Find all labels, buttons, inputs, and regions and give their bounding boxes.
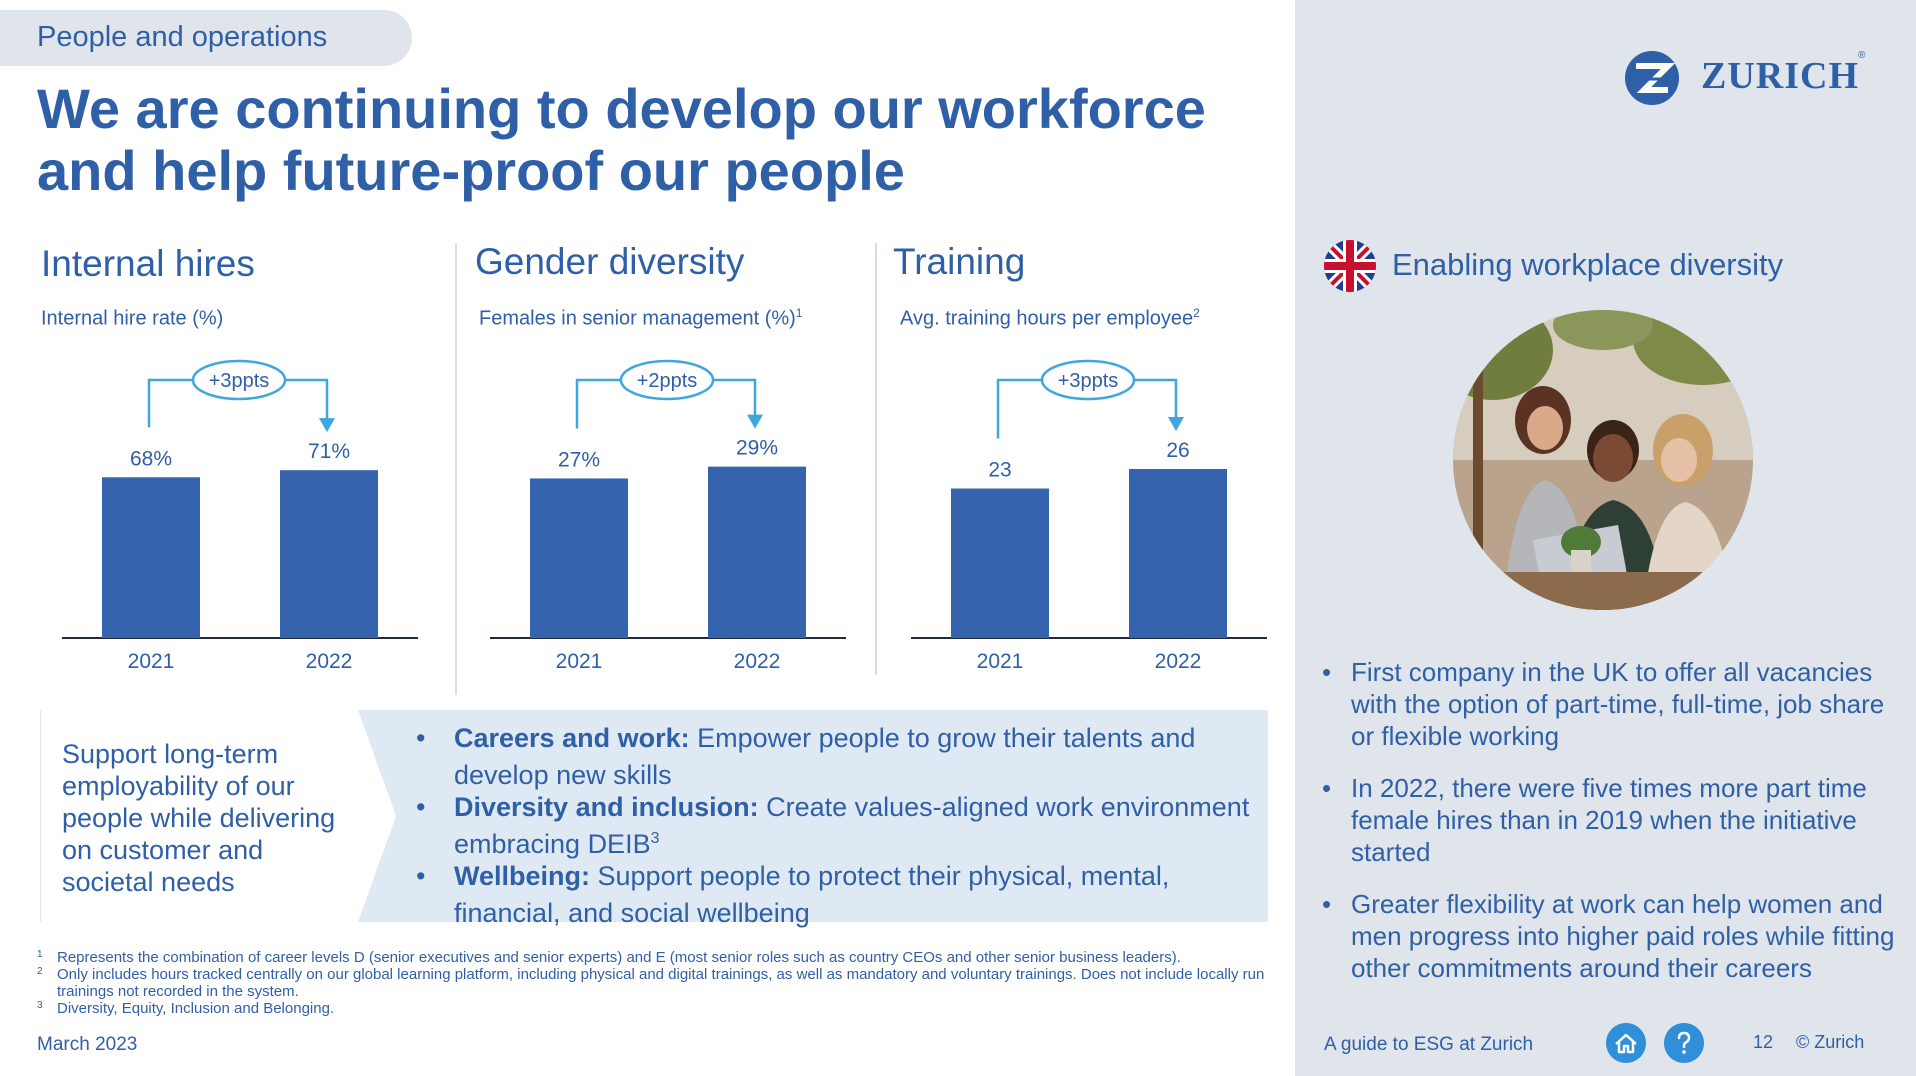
zurich-logo — [1625, 51, 1679, 105]
pillar-footnote-ref: 3 — [650, 830, 660, 847]
pillar-item-wellbeing: • Wellbeing: Support people to protect t… — [416, 860, 1256, 929]
bar-2022 — [280, 470, 378, 638]
footnote-1: 1 Represents the combination of career le… — [37, 949, 1277, 966]
pillar-text: Support people to protect their physical… — [454, 861, 1170, 928]
pillar-heading: Diversity and inclusion: — [454, 792, 759, 822]
help-icon[interactable] — [1664, 1023, 1704, 1063]
divider-2 — [875, 243, 877, 675]
subtitle-text: Avg. training hours per employee — [900, 307, 1194, 330]
x-tick-label: 2021 — [556, 650, 603, 673]
section-subtitle-internal-hires: Internal hire rate (%) — [41, 306, 223, 331]
footnote-3: 3 Diversity, Equity, Inclusion and Belong… — [37, 1000, 1277, 1017]
footnote-text: Represents the combination of career lev… — [57, 949, 1181, 966]
change-label: +2ppts — [637, 370, 698, 392]
right-panel-title: Enabling workplace diversity — [1392, 247, 1784, 282]
change-label: +3ppts — [209, 370, 270, 392]
section-subtitle-training: Avg. training hours per employee2 — [900, 306, 1200, 331]
right-bullet-item: • In 2022, there were five times more par… — [1322, 772, 1897, 868]
pillar-item-diversity: • Diversity and inclusion: Create values… — [416, 791, 1256, 860]
copyright: © Zurich — [1796, 1032, 1865, 1052]
bullet: • — [416, 792, 426, 822]
subtitle-text: Females in senior management (%) — [479, 307, 796, 330]
change-badge — [619, 359, 715, 401]
change-label: +3ppts — [1058, 370, 1119, 392]
bar-2022 — [1129, 469, 1227, 638]
section-subtitle-gender-diversity: Females in senior management (%)1 — [479, 306, 802, 331]
chart-svg: 27% 2021 29% 2022 +2ppts — [490, 359, 846, 673]
section-title-internal-hires: Internal hires — [41, 243, 255, 284]
chart-gender-diversity: 27% 2021 29% 2022 +2ppts — [490, 359, 846, 673]
section-tag — [0, 10, 412, 66]
bar-2022 — [708, 466, 806, 638]
chart-training: 23 2021 26 2022 +3ppts — [911, 359, 1267, 673]
change-arrow-icon — [319, 418, 335, 433]
pillars-arrow-box — [40, 710, 396, 922]
page-title: We are continuing to develop our workfor… — [37, 77, 1206, 202]
bar-2021 — [530, 478, 628, 638]
data-label: 68% — [130, 447, 172, 470]
footnote-text: Diversity, Equity, Inclusion and Belongi… — [57, 1000, 335, 1017]
pillars-list: • Careers and work: Empower people to gr… — [416, 722, 1256, 929]
data-label: 23 — [988, 459, 1011, 482]
subtitle-text: Internal hire rate (%) — [41, 307, 224, 330]
bullet: • — [1322, 773, 1332, 803]
home-icon[interactable] — [1606, 1023, 1646, 1063]
bullet: • — [1322, 657, 1332, 687]
registered-mark: ® — [1858, 50, 1866, 61]
footnotes: 1 Represents the combination of career le… — [37, 949, 1277, 1017]
bullet: • — [416, 723, 426, 753]
change-badge — [1040, 359, 1136, 401]
footnote-number: 2 — [37, 966, 43, 977]
footer-guide-title: A guide to ESG at Zurich — [1324, 1034, 1534, 1055]
chart-svg: 68% 2021 71% 2022 +3ppts — [62, 359, 418, 673]
divider-1 — [455, 243, 457, 695]
bar-2021 — [102, 477, 200, 638]
pillar-heading: Wellbeing: — [454, 861, 591, 891]
change-arrow-icon — [1168, 417, 1184, 431]
x-tick-label: 2021 — [128, 650, 175, 673]
subtitle-footnote-ref: 1 — [795, 306, 803, 320]
data-label: 71% — [308, 440, 350, 463]
x-tick-label: 2022 — [1155, 650, 1202, 673]
x-tick-label: 2022 — [734, 650, 781, 673]
pillars-summary: Support long-term employability of our p… — [62, 739, 336, 897]
pillar-text: Empower people to grow their talents and… — [454, 723, 1196, 790]
data-label: 27% — [558, 448, 600, 471]
chart-internal-hires: 68% 2021 71% 2022 +3ppts — [62, 359, 418, 673]
zurich-wordmark: ZURICH — [1701, 55, 1860, 97]
footnote-number: 1 — [37, 949, 43, 960]
section-title-training: Training — [893, 241, 1026, 282]
x-tick-label: 2022 — [306, 650, 353, 673]
pillar-text: Create values-aligned work environment e… — [454, 792, 1250, 859]
section-tag-label: People and operations — [37, 21, 328, 53]
right-bullet-item: • First company in the UK to offer all va… — [1322, 656, 1897, 752]
footnote-2: 2 Only includes hours tracked centrally o… — [37, 966, 1277, 1000]
team-photo — [1453, 310, 1753, 610]
footnote-text: Only includes hours tracked centrally on… — [57, 966, 1265, 1000]
change-arrow-icon — [747, 414, 763, 429]
bullet: • — [1322, 889, 1332, 919]
footnote-number: 3 — [37, 1000, 43, 1011]
right-panel-bullets: • First company in the UK to offer all va… — [1322, 656, 1897, 1004]
section-title-gender-diversity: Gender diversity — [475, 241, 745, 282]
subtitle-footnote-ref: 2 — [1193, 306, 1200, 320]
bullet: • — [416, 861, 426, 891]
bar-2021 — [951, 488, 1049, 638]
page-number: 12 — [1753, 1032, 1774, 1052]
footer-date: March 2023 — [37, 1034, 138, 1055]
right-bullet-item: • Greater flexibility at work can help wo… — [1322, 888, 1897, 984]
bullet-text: In 2022, there were five times more part… — [1351, 773, 1867, 867]
pillar-heading: Careers and work: — [454, 723, 690, 753]
change-badge — [191, 359, 287, 401]
uk-flag-icon — [1324, 240, 1376, 292]
pillar-item-careers: • Careers and work: Empower people to gr… — [416, 722, 1256, 791]
data-label: 29% — [736, 437, 778, 460]
chart-svg: 23 2021 26 2022 +3ppts — [911, 359, 1267, 673]
bullet-text: Greater flexibility at work can help wom… — [1351, 889, 1895, 983]
data-label: 26 — [1166, 439, 1189, 462]
bullet-text: First company in the UK to offer all vac… — [1351, 657, 1885, 751]
x-tick-label: 2021 — [977, 650, 1024, 673]
